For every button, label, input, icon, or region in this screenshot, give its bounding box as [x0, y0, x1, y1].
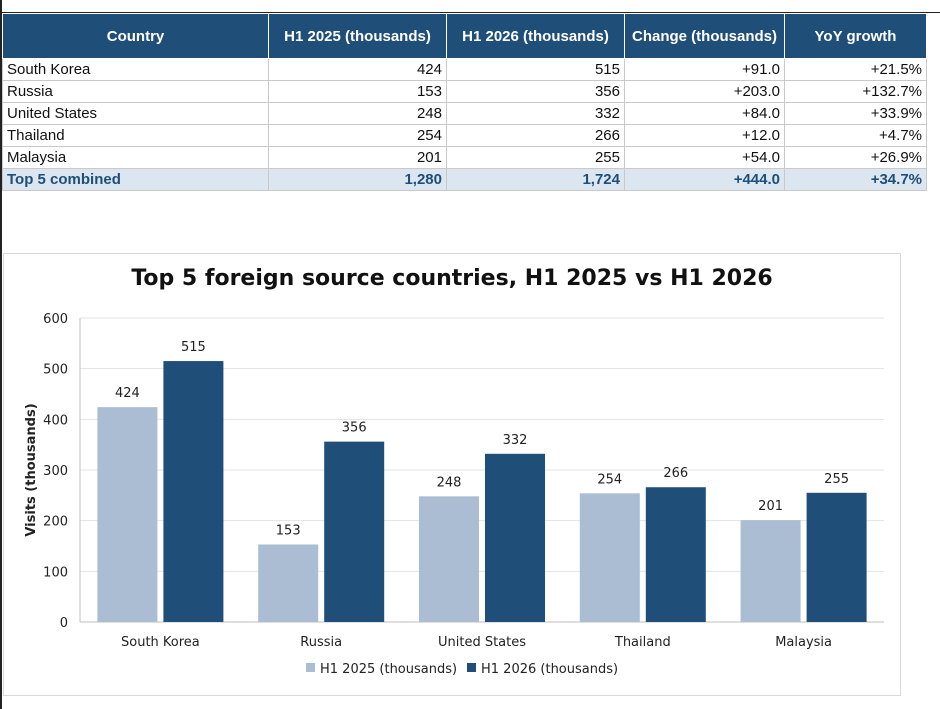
- bar-h1-2025: [419, 496, 479, 622]
- cell-country[interactable]: Malaysia: [2, 146, 269, 169]
- cell-total-h1-2026[interactable]: 1,724: [446, 168, 625, 191]
- cell-h1-2025[interactable]: 201: [268, 146, 447, 169]
- x-tick-label: Russia: [300, 635, 342, 650]
- cell-total-label[interactable]: Top 5 combined: [2, 168, 269, 191]
- data-label: 356: [342, 421, 367, 436]
- cell-h1-2026[interactable]: 356: [446, 80, 625, 103]
- y-tick-label: 300: [43, 464, 68, 479]
- cell-yoy-growth[interactable]: +21.5%: [784, 58, 927, 81]
- bar-h1-2025: [740, 520, 801, 622]
- col-header-h1-2025[interactable]: H1 2025 (thousands): [268, 13, 447, 59]
- y-tick-label: 200: [43, 515, 68, 530]
- cell-country[interactable]: United States: [2, 102, 269, 125]
- data-label: 201: [758, 499, 783, 514]
- window-left-edge: [0, 0, 2, 709]
- cell-country[interactable]: South Korea: [2, 58, 269, 81]
- col-header-yoy-growth[interactable]: YoY growth: [784, 13, 927, 59]
- legend-label: H1 2025 (thousands): [320, 662, 457, 677]
- bar-h1-2026: [163, 361, 224, 622]
- cell-change[interactable]: +84.0: [624, 102, 785, 125]
- window-top-edge: [0, 12, 940, 13]
- cell-total-change[interactable]: +444.0: [624, 168, 785, 191]
- cell-h1-2025[interactable]: 254: [268, 124, 447, 147]
- data-label: 254: [597, 472, 622, 487]
- legend-swatch: [306, 663, 315, 672]
- cell-country[interactable]: Thailand: [2, 124, 269, 147]
- x-tick-label: United States: [438, 635, 526, 650]
- bar-h1-2026: [485, 453, 545, 622]
- data-table: Country H1 2025 (thousands) H1 2026 (tho…: [2, 13, 927, 191]
- data-label: 153: [276, 523, 301, 538]
- legend-swatch: [467, 663, 476, 672]
- cell-yoy-growth[interactable]: +132.7%: [784, 80, 927, 103]
- table-row: Russia 153 356 +203.0 +132.7%: [2, 80, 927, 103]
- table-header-row: Country H1 2025 (thousands) H1 2026 (tho…: [2, 13, 927, 59]
- legend-label: H1 2026 (thousands): [481, 662, 618, 677]
- cell-total-h1-2025[interactable]: 1,280: [268, 168, 447, 191]
- cell-h1-2025[interactable]: 248: [268, 102, 447, 125]
- data-label: 332: [503, 433, 528, 448]
- table-row: South Korea 424 515 +91.0 +21.5%: [2, 58, 927, 81]
- data-label: 424: [115, 386, 140, 401]
- cell-change[interactable]: +91.0: [624, 58, 785, 81]
- bar-chart: 0 100 200 300 400 500 600 Visits (thousands) 424…: [24, 312, 884, 677]
- cell-total-yoy-growth[interactable]: +34.7%: [784, 168, 927, 191]
- cell-h1-2026[interactable]: 255: [446, 146, 625, 169]
- cell-yoy-growth[interactable]: +33.9%: [784, 102, 927, 125]
- cell-h1-2026[interactable]: 515: [446, 58, 625, 81]
- cell-yoy-growth[interactable]: +26.9%: [784, 146, 927, 169]
- data-label: 248: [437, 475, 462, 490]
- col-header-country[interactable]: Country: [2, 13, 269, 59]
- table-total-row: Top 5 combined 1,280 1,724 +444.0 +34.7%: [2, 168, 927, 191]
- col-header-h1-2026[interactable]: H1 2026 (thousands): [446, 13, 625, 59]
- bar-h1-2025: [97, 407, 158, 622]
- chart-title: Top 5 foreign source countries, H1 2025 …: [131, 266, 773, 291]
- chart-area[interactable]: Top 5 foreign source countries, H1 2025 …: [3, 253, 901, 696]
- x-tick-label: South Korea: [121, 635, 200, 650]
- cell-change[interactable]: +12.0: [624, 124, 785, 147]
- y-axis-label: Visits (thousands): [24, 403, 39, 536]
- col-header-change[interactable]: Change (thousands): [624, 13, 785, 59]
- cell-h1-2026[interactable]: 266: [446, 124, 625, 147]
- data-label: 255: [824, 472, 849, 487]
- bar-h1-2025: [579, 493, 640, 622]
- bar-h1-2026: [806, 492, 867, 622]
- cell-country[interactable]: Russia: [2, 80, 269, 103]
- cell-h1-2025[interactable]: 424: [268, 58, 447, 81]
- bar-h1-2025: [258, 544, 319, 622]
- cell-yoy-growth[interactable]: +4.7%: [784, 124, 927, 147]
- y-tick-label: 500: [43, 363, 68, 378]
- y-tick-label: 0: [60, 616, 68, 631]
- table-row: Thailand 254 266 +12.0 +4.7%: [2, 124, 927, 147]
- y-tick-label: 600: [43, 312, 68, 327]
- bar-h1-2026: [324, 441, 385, 622]
- y-tick-label: 400: [43, 413, 68, 428]
- cell-h1-2026[interactable]: 332: [446, 102, 625, 125]
- data-label: 266: [663, 466, 688, 481]
- x-tick-label: Thailand: [614, 635, 671, 650]
- y-tick-label: 100: [43, 565, 68, 580]
- x-tick-label: Malaysia: [775, 635, 832, 650]
- data-label: 515: [181, 340, 206, 355]
- cell-change[interactable]: +203.0: [624, 80, 785, 103]
- bar-h1-2026: [645, 487, 706, 622]
- cell-h1-2025[interactable]: 153: [268, 80, 447, 103]
- table-row: Malaysia 201 255 +54.0 +26.9%: [2, 146, 927, 169]
- cell-change[interactable]: +54.0: [624, 146, 785, 169]
- table-row: United States 248 332 +84.0 +33.9%: [2, 102, 927, 125]
